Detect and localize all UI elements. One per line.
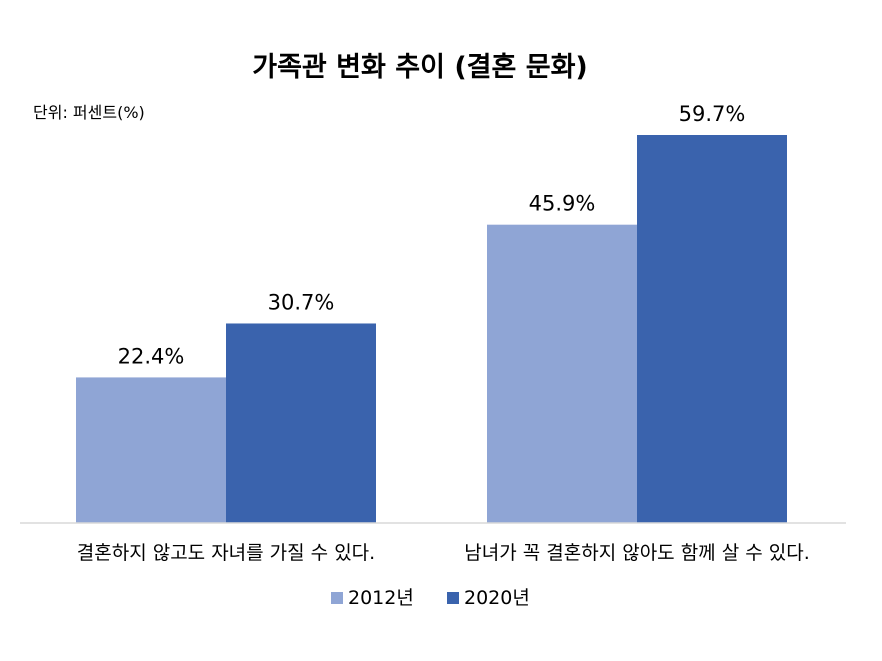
unit-label: 단위: 퍼센트(%): [33, 103, 145, 122]
category-label-0: 결혼하지 않고도 자녀를 가질 수 있다.: [77, 542, 375, 564]
legend: 2012년 2020년: [331, 587, 530, 609]
legend-swatch-2012년: [331, 592, 343, 604]
category-labels: 결혼하지 않고도 자녀를 가질 수 있다. 남녀가 꼭 결혼하지 않아도 함께 살…: [77, 542, 810, 564]
bar-2012년-1: [487, 224, 637, 523]
bar-2020년-0: [226, 323, 376, 523]
bar-2012년-0: [76, 377, 226, 523]
data-label-2020년-0: 30.7%: [268, 290, 335, 314]
data-label-2012년-1: 45.9%: [529, 192, 596, 216]
legend-label-2020년: 2020년: [464, 587, 530, 609]
data-label-2020년-1: 59.7%: [679, 102, 746, 126]
legend-swatch-2020년: [447, 592, 459, 604]
category-label-1: 남녀가 꼭 결혼하지 않아도 함께 살 수 있다.: [464, 542, 809, 564]
data-label-2012년-0: 22.4%: [118, 344, 185, 368]
bars-group: 22.4% 45.9% 30.7% 59.7%: [76, 102, 787, 523]
legend-label-2012년: 2012년: [348, 587, 414, 609]
bar-2020년-1: [637, 135, 787, 523]
chart-title: 가족관 변화 추이 (결혼 문화): [252, 52, 588, 83]
